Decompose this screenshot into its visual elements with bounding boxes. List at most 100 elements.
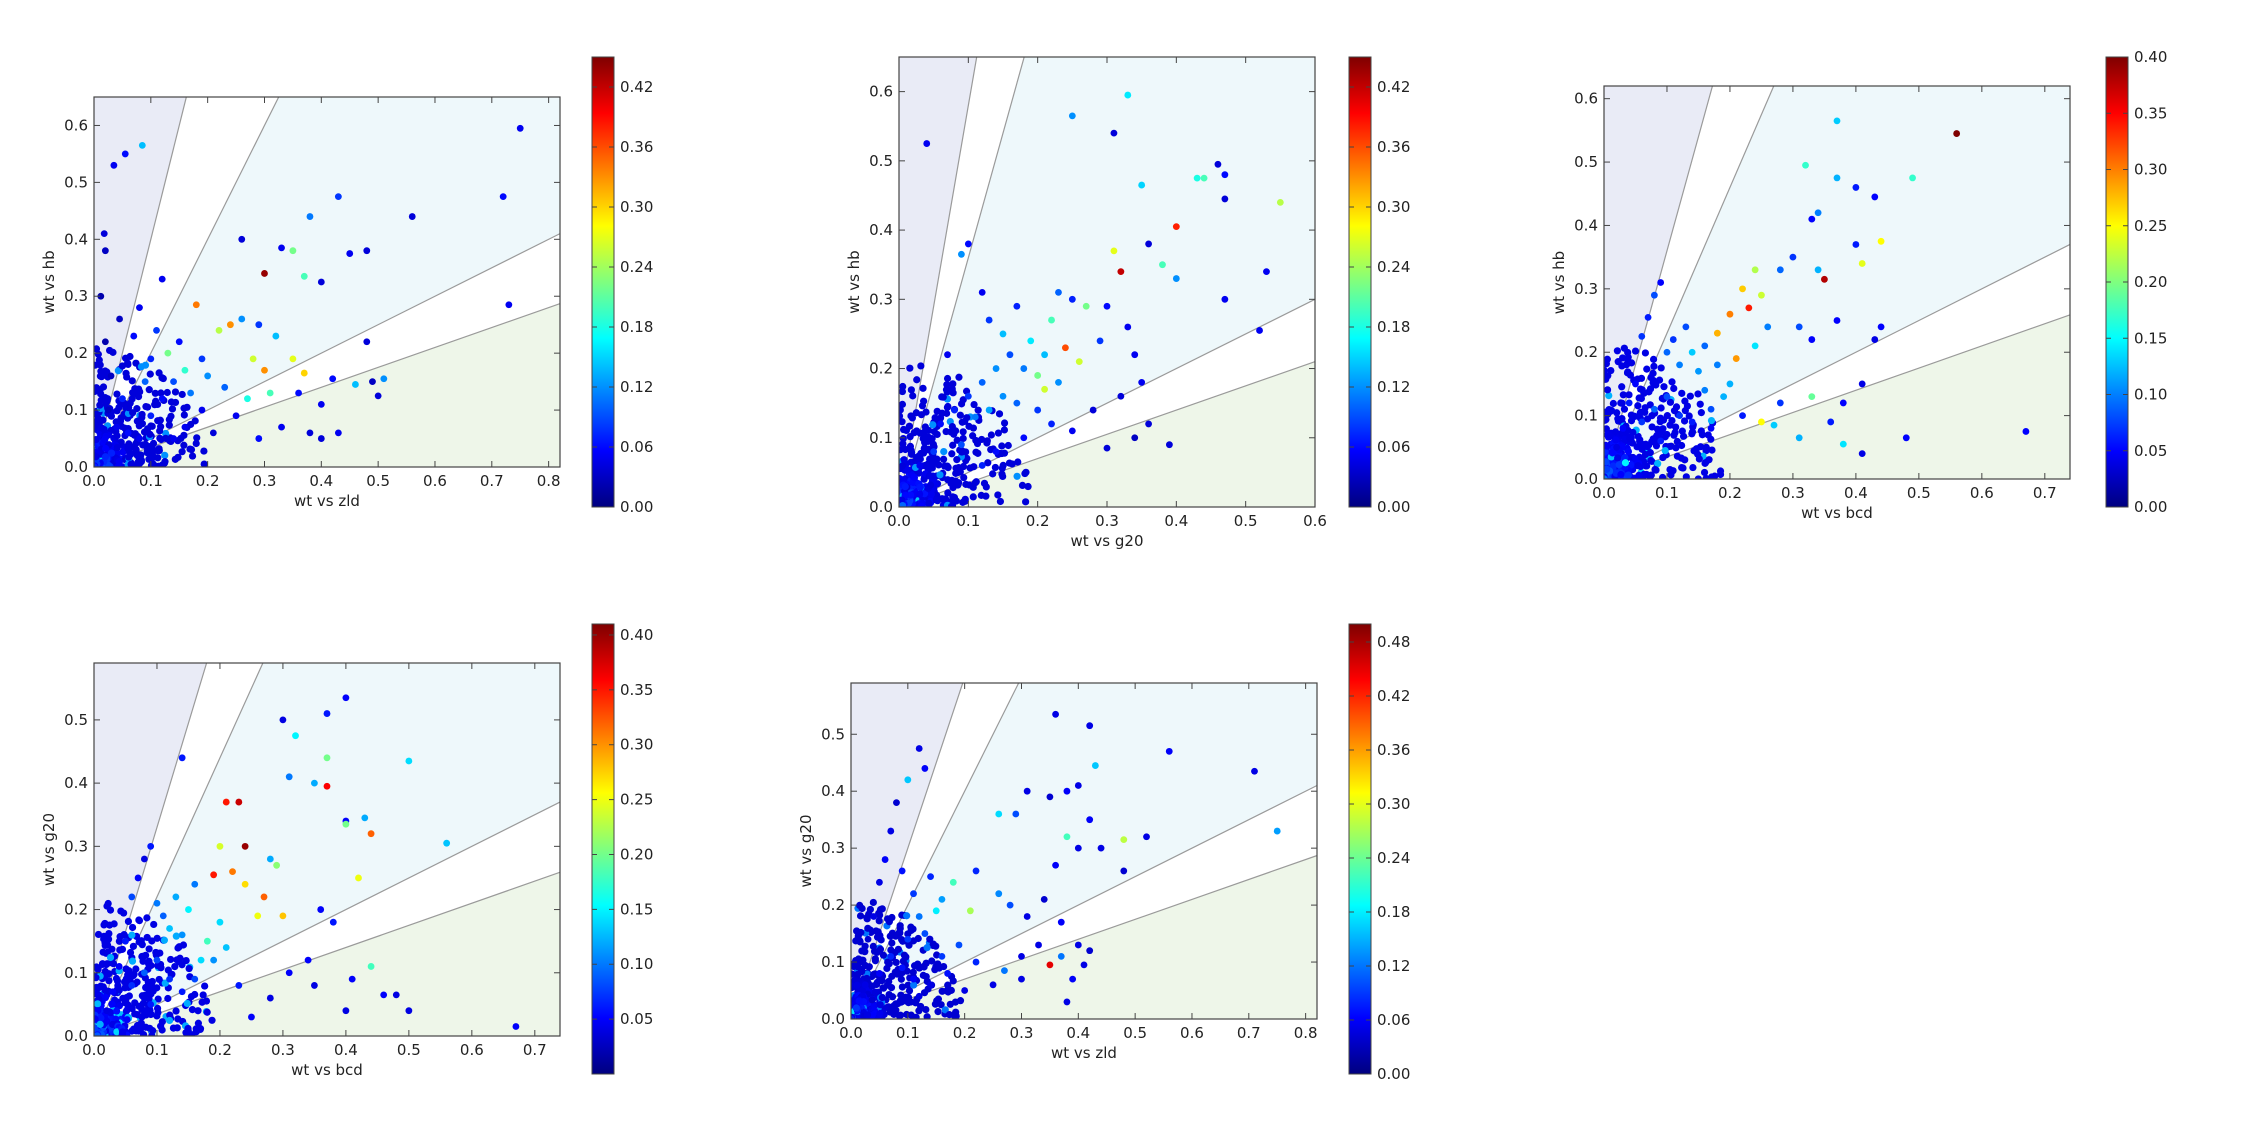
data-point xyxy=(1653,431,1661,440)
data-point xyxy=(958,250,965,258)
data-point xyxy=(146,370,154,378)
y-axis-label: wt vs g20 xyxy=(40,813,58,886)
data-point xyxy=(1661,446,1669,455)
data-point xyxy=(937,420,944,428)
data-point xyxy=(101,394,109,402)
data-point xyxy=(1739,412,1746,420)
data-point xyxy=(947,986,955,994)
data-point xyxy=(904,466,912,474)
data-point xyxy=(1200,174,1208,182)
data-point xyxy=(1685,412,1693,420)
data-point xyxy=(925,499,933,507)
data-point xyxy=(1034,406,1042,414)
data-point xyxy=(1697,409,1705,417)
data-point xyxy=(129,409,137,417)
colorbar-tick-label: 0.20 xyxy=(2134,273,2167,291)
data-point xyxy=(266,389,274,397)
data-point xyxy=(940,962,948,971)
x-tick-label: 0.5 xyxy=(1907,484,1931,502)
data-point xyxy=(153,899,161,907)
data-point xyxy=(905,987,914,995)
data-point xyxy=(885,977,893,986)
data-point xyxy=(105,346,114,355)
data-point xyxy=(107,449,115,457)
data-point xyxy=(185,964,193,973)
data-point xyxy=(192,1025,200,1033)
x-tick-label: 0.3 xyxy=(1095,512,1119,530)
data-point xyxy=(1666,421,1674,429)
data-point xyxy=(172,932,180,940)
data-point xyxy=(149,1027,157,1035)
y-tick-label: 0.1 xyxy=(821,953,845,971)
data-point xyxy=(966,464,974,472)
data-point xyxy=(154,995,162,1003)
data-point xyxy=(148,977,156,986)
data-point xyxy=(145,945,153,953)
y-tick-label: 0.0 xyxy=(64,458,88,476)
data-point xyxy=(164,349,172,357)
data-point xyxy=(893,799,900,806)
data-point xyxy=(113,443,121,452)
y-tick-label: 0.3 xyxy=(64,287,88,305)
data-point xyxy=(978,378,986,386)
data-point xyxy=(1650,291,1658,299)
data-point xyxy=(1074,941,1082,949)
data-point xyxy=(952,1008,960,1016)
y-tick-label: 0.3 xyxy=(64,837,88,855)
data-point xyxy=(1624,368,1632,376)
data-point xyxy=(119,994,127,1002)
colorbar-tick-label: 0.06 xyxy=(1377,1011,1410,1029)
data-point xyxy=(187,992,196,1001)
data-point xyxy=(916,490,924,498)
data-point xyxy=(1688,348,1696,356)
data-point xyxy=(1758,291,1765,299)
data-point xyxy=(918,402,927,410)
x-tick-label: 0.7 xyxy=(1237,1024,1261,1042)
data-point xyxy=(1166,441,1173,449)
data-point xyxy=(899,412,904,420)
data-point xyxy=(138,952,146,961)
data-point xyxy=(127,460,135,467)
data-point xyxy=(958,441,965,449)
data-point xyxy=(956,411,964,419)
data-point xyxy=(380,375,388,383)
data-point xyxy=(879,951,887,959)
colorbar-tick-label: 0.24 xyxy=(1377,849,1410,867)
colorbar-tick-label: 0.12 xyxy=(620,378,653,396)
data-point xyxy=(871,988,879,996)
data-point xyxy=(1604,410,1612,418)
x-tick-label: 0.3 xyxy=(271,1041,295,1059)
data-point xyxy=(905,941,913,949)
data-point xyxy=(1626,434,1634,443)
data-point xyxy=(129,971,137,980)
data-point xyxy=(999,330,1007,338)
data-point xyxy=(1008,460,1016,468)
colorbar-tick-label: 0.06 xyxy=(1377,438,1410,456)
data-point xyxy=(136,435,143,442)
data-point xyxy=(1814,209,1822,217)
data-point xyxy=(930,448,938,456)
data-point xyxy=(120,909,128,917)
data-point xyxy=(128,931,136,939)
data-point xyxy=(1057,952,1065,960)
data-point xyxy=(929,440,937,448)
plot-frame xyxy=(850,682,1318,1020)
data-point xyxy=(124,971,132,979)
data-point xyxy=(934,1008,942,1016)
data-point xyxy=(851,960,858,968)
data-point xyxy=(100,230,108,238)
data-point xyxy=(1652,466,1660,474)
data-point xyxy=(123,1016,131,1024)
data-point xyxy=(898,964,906,972)
x-tick-label: 0.2 xyxy=(208,1041,232,1059)
data-point xyxy=(998,442,1006,450)
data-point xyxy=(2022,428,2030,435)
data-point xyxy=(1018,952,1025,960)
data-point xyxy=(938,952,946,960)
data-point xyxy=(1625,399,1633,407)
data-point xyxy=(1647,471,1655,479)
data-point xyxy=(188,1006,197,1014)
data-point xyxy=(920,989,929,997)
data-point xyxy=(1618,362,1626,370)
